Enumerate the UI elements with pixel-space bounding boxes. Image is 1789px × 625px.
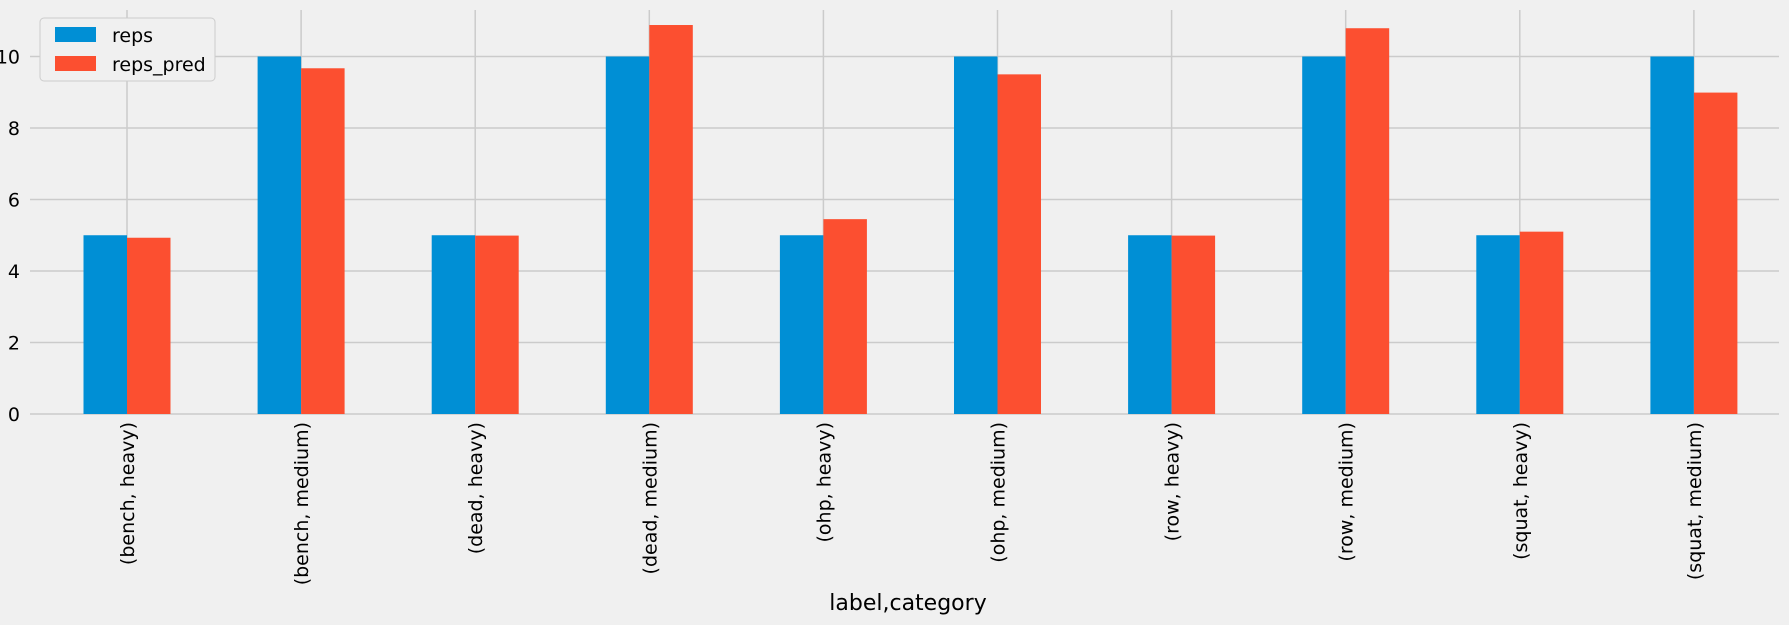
x-tick-label: (row, medium) [1336, 422, 1358, 562]
x-tick-label: (dead, heavy) [465, 422, 487, 554]
bar-reps [1302, 56, 1346, 414]
bar-reps-pred [997, 74, 1041, 415]
x-tick-label: (bench, heavy) [117, 422, 139, 565]
x-tick-label: (dead, medium) [639, 422, 661, 574]
bar-reps-pred [475, 235, 519, 414]
bar-reps-pred [649, 25, 693, 414]
legend-swatch [55, 56, 96, 71]
bar-reps [954, 56, 998, 414]
y-tick-label: 2 [8, 332, 20, 354]
legend: reps reps_pred [39, 17, 216, 82]
legend-swatch [55, 27, 96, 42]
bar-reps-pred [301, 68, 345, 414]
legend-label: reps_pred [112, 54, 206, 76]
bar-reps [605, 56, 650, 414]
x-tick-label: (bench, medium) [291, 422, 313, 585]
y-tick-label: 4 [8, 261, 20, 283]
x-tick-label: (ohp, medium) [988, 422, 1010, 563]
bar-reps [779, 235, 824, 414]
bar-reps [1128, 235, 1172, 414]
bar-reps-pred [1519, 231, 1564, 414]
legend-label: reps [112, 25, 153, 47]
bar-reps-pred [1345, 28, 1390, 414]
bar-reps [1476, 235, 1520, 414]
y-tick-label: 6 [8, 189, 20, 211]
bar-reps-pred [1693, 92, 1738, 414]
x-tick-label: (squat, heavy) [1510, 422, 1532, 560]
bar-reps [431, 235, 476, 414]
x-tick-label: (row, heavy) [1162, 422, 1184, 541]
bar-reps [257, 56, 302, 414]
y-tick-label: 0 [8, 404, 20, 426]
bar-reps-pred [127, 237, 171, 414]
y-tick-label: 8 [8, 118, 20, 140]
x-tick-label: (ohp, heavy) [813, 422, 835, 543]
bar-reps-pred [1171, 235, 1216, 414]
x-tick-label: (squat, medium) [1684, 422, 1706, 580]
bar-reps [1650, 56, 1694, 414]
bar-reps-pred [823, 219, 867, 414]
bar-reps [83, 235, 127, 414]
x-axis-title: label,category [829, 591, 986, 616]
y-tick-label: 10 [0, 46, 20, 68]
